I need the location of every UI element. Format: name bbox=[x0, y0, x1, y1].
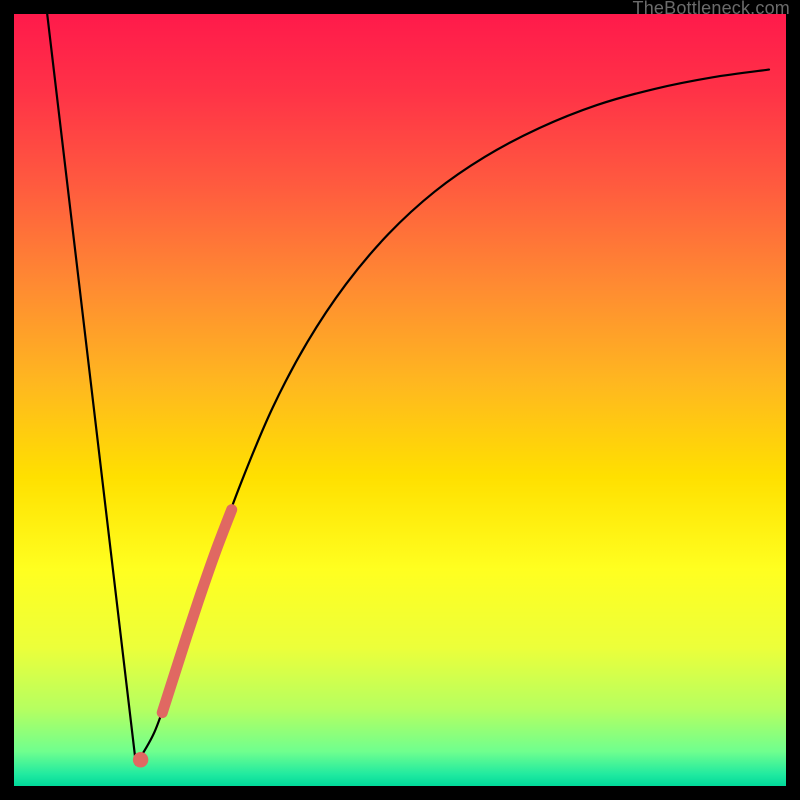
curves-layer bbox=[14, 14, 786, 786]
plot-area bbox=[14, 14, 786, 786]
curve-left-descent bbox=[47, 14, 136, 764]
watermark-text: TheBottleneck.com bbox=[633, 0, 790, 19]
curve-right-rise bbox=[136, 70, 769, 765]
highlight-base-blob bbox=[133, 752, 148, 767]
highlight-band bbox=[162, 510, 231, 713]
chart-container: TheBottleneck.com bbox=[0, 0, 800, 800]
